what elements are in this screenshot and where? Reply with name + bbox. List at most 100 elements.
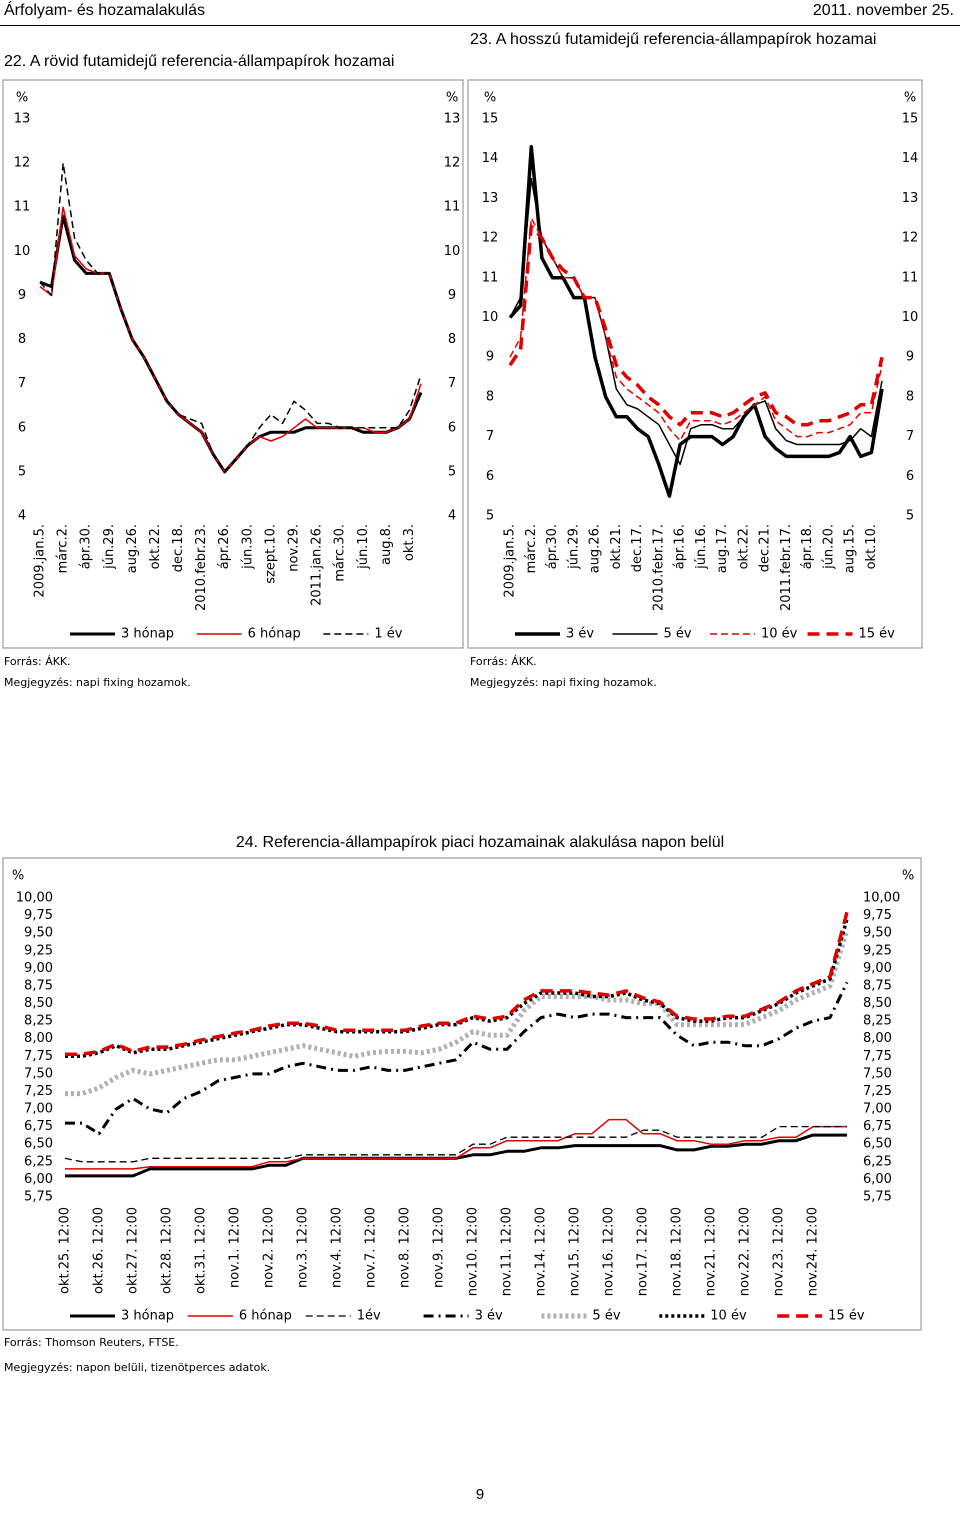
y-tick-label: 9,75 [24,908,53,923]
y-tick-label: 7,25 [24,1084,53,1099]
y-tick-label: 10 [444,244,461,259]
y-tick-label: 7 [486,429,494,444]
y-tick-label: 6,75 [863,1119,892,1134]
x-tick-label: nov.11. 12:00 [500,1207,515,1296]
y-tick-label: 7 [18,376,26,391]
note: Megjegyzés: napon belüli, tizenötperces … [4,1361,271,1374]
header-date: 2011. november 25. [812,2,954,19]
legend-label: 5 év [592,1309,620,1324]
x-tick-label: jún.16. [694,524,709,570]
y-tick-label: 6 [18,420,26,435]
y-axis-label: % [902,869,914,884]
x-tick-label: dec.17. [630,524,645,572]
x-tick-label: 2011.jan.26. [310,524,325,606]
x-tick-label: jún.29. [102,524,117,570]
y-tick-label: 7,00 [863,1102,892,1117]
y-tick-label: 5 [486,509,494,524]
x-tick-label: nov.17. 12:00 [636,1207,651,1296]
y-tick-label: 7,25 [863,1084,892,1099]
y-tick-label: 8 [906,389,914,404]
x-tick-label: aug.17. [715,524,730,573]
x-tick-label: szept.10. [263,524,278,584]
series-line [65,911,849,1056]
legend-label: 3 hónap [121,1309,174,1324]
y-tick-label: 5 [448,464,456,479]
y-tick-label: 13 [482,191,499,206]
y-tick-label: 9,50 [863,926,892,941]
y-tick-label: 11 [444,200,461,215]
series-line [65,918,849,1059]
x-tick-label: nov.3. 12:00 [296,1207,311,1288]
legend-label: 3 év [566,627,594,642]
x-tick-label: nov.24. 12:00 [806,1207,821,1296]
x-tick-label: nov.14. 12:00 [534,1207,549,1296]
y-tick-label: 11 [14,200,31,215]
x-tick-label: nov.18. 12:00 [670,1207,685,1296]
x-tick-label: aug.26. [125,524,140,573]
x-tick-label: nov.15. 12:00 [568,1207,583,1296]
legend-label: 6 hónap [239,1309,292,1324]
x-tick-label: ápr.18. [800,524,815,569]
x-tick-label: jún.29. [566,524,581,570]
x-tick-label: jún.20. [821,524,836,570]
x-tick-label: 2011.febr.17. [779,524,794,611]
x-tick-label: okt.22. [148,524,163,569]
y-tick-label: 8 [18,332,26,347]
x-tick-label: nov.29. [287,524,302,572]
x-tick-label: nov.2. 12:00 [262,1207,277,1288]
y-tick-label: 6 [906,469,914,484]
y-tick-label: 8,25 [863,1014,892,1029]
x-tick-label: nov.10. 12:00 [466,1207,481,1296]
legend-label: 6 hónap [248,627,301,642]
x-tick-label: aug.26. [588,524,603,573]
x-tick-label: nov.4. 12:00 [330,1207,345,1288]
y-tick-label: 10 [14,244,31,259]
header-rule [0,25,960,26]
y-axis-label: % [446,91,458,106]
y-tick-label: 5 [906,509,914,524]
y-tick-label: 13 [902,191,919,206]
y-axis-label: % [904,91,916,106]
x-tick-label: dec.21. [758,524,773,572]
legend-label: 3 év [475,1309,503,1324]
y-tick-label: 9,25 [24,943,53,958]
source: Forrás: ÁKK. [4,655,71,668]
y-tick-label: 4 [448,509,456,524]
y-tick-label: 12 [14,156,31,171]
series-line [65,928,850,1097]
y-tick-label: 8,75 [24,978,53,993]
x-tick-label: jún.10. [356,524,371,570]
x-tick-label: ápr.16. [673,524,688,569]
y-tick-label: 9,75 [863,908,892,923]
y-tick-label: 11 [902,270,919,285]
x-tick-label: ápr.30. [79,524,94,569]
y-tick-label: 6 [448,420,456,435]
y-tick-label: 9 [906,350,914,365]
chart-frame [467,79,923,649]
y-tick-label: 7,00 [24,1102,53,1117]
legend-label: 1év [357,1309,381,1324]
x-tick-label: aug.8. [379,524,394,565]
y-tick-label: 7,75 [863,1049,892,1064]
source: Forrás: Thomson Reuters, FTSE. [4,1336,179,1349]
x-tick-label: okt.3. [402,524,417,561]
y-tick-label: 6,50 [863,1137,892,1152]
y-tick-label: 8 [486,389,494,404]
series-line [65,981,849,1136]
y-tick-label: 4 [18,509,26,524]
legend-label: 10 év [710,1309,747,1324]
y-tick-label: 6,25 [863,1154,892,1169]
legend-label: 15 év [828,1309,865,1324]
x-tick-label: nov.8. 12:00 [398,1207,413,1288]
series-line [39,162,422,473]
chart-frame [2,79,464,649]
y-tick-label: 15 [902,112,919,127]
chart-frame [2,857,922,1331]
y-tick-label: 8,00 [863,1031,892,1046]
x-tick-label: okt.31. 12:00 [194,1207,209,1294]
y-axis-label: % [16,91,28,106]
y-tick-label: 8,50 [863,996,892,1011]
x-tick-label: nov.16. 12:00 [602,1207,617,1296]
y-tick-label: 5,75 [863,1190,892,1205]
y-tick-label: 15 [482,112,499,127]
